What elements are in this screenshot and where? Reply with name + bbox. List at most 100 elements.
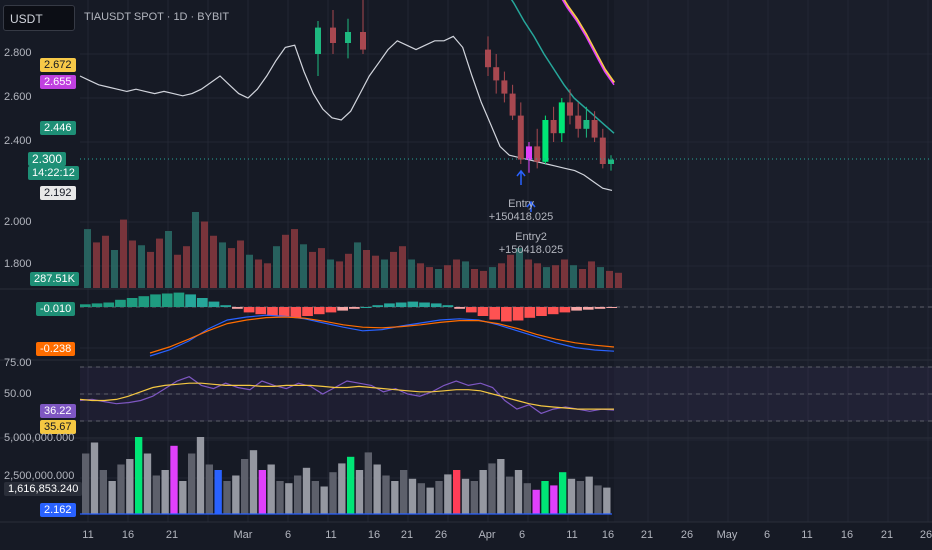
volume-bar [183,246,190,288]
volume-bar [516,248,523,288]
candle-body [360,32,366,50]
rsi-tick: 50.00 [4,388,32,400]
macd-hist-bar [138,296,150,307]
bot-volume-bar [249,450,258,514]
bot-volume-bar [241,459,249,514]
bot-volume-bar [143,453,152,514]
volume-bar [381,259,388,288]
macd-hist-bar [606,307,617,308]
volume-bar [255,259,262,288]
volume-bar [417,263,424,288]
time-tick: 26 [680,529,694,541]
bot-volume-bar [479,470,487,514]
volume-bar [84,229,91,288]
symbol-selector[interactable]: USDT [3,5,75,31]
bot-volume-bar [417,483,425,514]
entry-label: Entry [508,198,534,210]
bot-volume-bar [391,481,399,514]
volume-bar [426,267,433,288]
bot-volume-bar [294,475,302,514]
macd-hist-bar [430,303,442,307]
macd-hist-bar [173,292,185,307]
bot-volume-bar [126,459,134,514]
bot-volume-bar [135,437,143,514]
candle-body [509,93,516,116]
macd-hist-bar [536,307,547,316]
candle-body [550,120,557,134]
ma-purple-badge: 2.655 [40,75,76,89]
time-tick: 16 [121,529,135,541]
macd-hist-bar [349,307,360,309]
price-line [79,35,613,191]
bot-volume-bar [347,456,355,514]
volume-bar [318,248,325,288]
volume-bar [597,267,604,288]
macd-hist-bar [419,302,430,307]
bot-volume-bar [567,478,576,514]
volume-bar [345,253,352,288]
bot-volume-bar [408,478,417,514]
ma-yellow-badge: 2.672 [40,58,76,72]
candle-body [315,27,321,54]
rsi-ma-line [79,382,614,410]
candle-body [591,120,598,138]
volume-bar [606,270,613,288]
time-tick: 21 [880,529,894,541]
time-tick: 16 [601,529,615,541]
time-tick: 16 [367,529,381,541]
bot-volume-bar [514,470,523,514]
volume-bar [372,255,379,288]
macd-hist-bar [278,307,290,317]
volume-bar [138,245,145,288]
bot-volume-bar [426,487,434,514]
bot-volume-bar [267,464,275,514]
volume-bar [174,254,181,288]
bot-volume-bar [355,470,364,514]
volume-bar [201,221,208,288]
volume-bar [552,265,559,288]
volume-bar [210,235,217,288]
volume-bar [399,246,406,288]
macd-hist-bar [594,307,606,309]
volume-bar [615,272,622,288]
bot-volume-bar [258,470,266,514]
signal-line [149,316,615,354]
bot-volume-tick: 5,000,000.000 [4,432,75,444]
time-tick: 16 [840,529,854,541]
bot-volume-bar [400,470,408,514]
volume-bar [507,254,514,288]
entry2-arrow [526,200,536,212]
ma-pink-line [561,0,615,86]
macd-hist-bar [372,305,384,307]
volume-bar [588,261,595,288]
macd-hist-bar [384,303,395,307]
volume-bar [453,259,460,288]
volume-bar [291,229,298,288]
rsi-tick: 75.00 [4,357,32,369]
price-tick: 1.800 [4,258,32,270]
bot-volume-bar [523,483,531,514]
candle-body [485,49,491,68]
volume-bar [129,240,136,288]
time-tick: 6 [518,529,526,541]
price-tick: 2.400 [4,135,32,147]
macd-hist-bar [126,298,138,307]
bot-volume-bar [232,475,240,514]
macd-hist-bar [360,307,372,308]
ma-yellow-line [562,0,616,84]
bot-volume-bar [364,452,372,514]
bot-volume-bar [188,453,196,514]
volume-bar [300,244,307,288]
price-tick: 2.000 [4,216,32,228]
time-tick: 21 [165,529,179,541]
macd-hist-bar [454,307,465,309]
volume-bar [561,259,568,288]
entry2-annotation: Entry2 +150418.025 [499,231,564,257]
volume-bar [462,261,469,288]
price-tick: 2.800 [4,47,32,59]
volume-bar [93,242,100,288]
volume-bar [309,251,316,288]
time-tick: 11 [801,529,813,541]
macd-signal-badge: -0.238 [36,342,76,356]
